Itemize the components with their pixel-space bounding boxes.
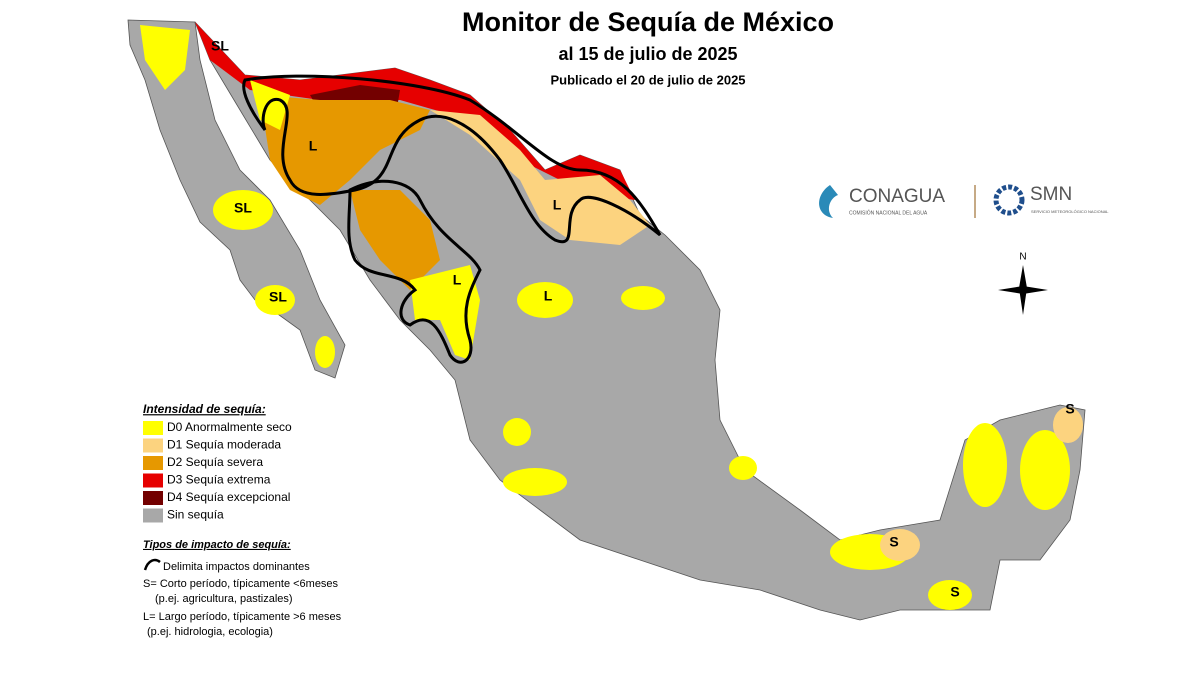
map-label: L <box>544 288 553 304</box>
impact-boundaries <box>242 74 662 364</box>
impact-long-example: (p.ej. hidrologia, ecologia) <box>147 626 273 638</box>
conagua-icon <box>819 185 838 218</box>
drought-area <box>315 336 335 368</box>
legend-title: Intensidad de sequía: <box>143 402 266 416</box>
drought-areas <box>140 22 1083 610</box>
impact-short-example: (p.ej. agricultura, pastizales) <box>155 593 293 605</box>
legend-swatch <box>143 491 163 505</box>
drought-area <box>410 265 480 360</box>
legend-label: D4 Sequía excepcional <box>167 490 290 504</box>
legend: Intensidad de sequía: D0 Anormalmente se… <box>143 402 292 523</box>
legend-swatch <box>143 421 163 435</box>
drought-area <box>928 580 972 610</box>
impact-title: Tipos de impacto de sequía: <box>143 539 291 551</box>
smn-subtitle: SERVICIO METEOROLÓGICO NACIONAL <box>1031 209 1109 214</box>
impact-legend: Tipos de impacto de sequía: Delimita imp… <box>143 539 342 638</box>
drought-area <box>963 423 1007 507</box>
drought-area <box>503 468 567 496</box>
logos: CONAGUA COMISIÓN NACIONAL DEL AGUA SMN S… <box>819 184 1109 218</box>
drought-area <box>517 282 573 318</box>
drought-area <box>260 95 430 205</box>
impact-boundary-label: Delimita impactos dominantes <box>163 561 310 573</box>
subtitle: al 15 de julio de 2025 <box>558 44 737 64</box>
legend-label: Sin sequía <box>167 508 224 522</box>
map-label: L <box>453 272 462 288</box>
map-label: S <box>1065 401 1074 417</box>
impact-long: L= Largo período, típicamente >6 meses <box>143 611 342 623</box>
compass-rose <box>998 265 1048 315</box>
drought-area <box>621 286 665 310</box>
legend-swatch <box>143 456 163 470</box>
compass: N <box>998 252 1048 315</box>
legend-label: D1 Sequía moderada <box>167 438 281 452</box>
map-label: S <box>889 534 898 550</box>
legend-label: D3 Sequía extrema <box>167 473 271 487</box>
title: Monitor de Sequía de México <box>462 7 834 37</box>
smn-logo: SMN <box>1030 184 1072 205</box>
smn-icon <box>993 184 1025 216</box>
drought-area <box>350 190 440 290</box>
drought-area <box>880 529 920 561</box>
legend-label: D0 Anormalmente seco <box>167 420 292 434</box>
map-label: SL <box>234 200 252 216</box>
legend-swatch <box>143 473 163 488</box>
drought-area <box>140 25 190 90</box>
map-label: L <box>553 197 562 213</box>
map-label: SL <box>211 38 229 54</box>
compass-north: N <box>1019 252 1026 263</box>
conagua-logo: CONAGUA <box>849 186 945 207</box>
drought-area <box>1020 430 1070 510</box>
drought-area <box>255 285 295 315</box>
impact-short: S= Corto período, típicamente <6meses <box>143 578 339 590</box>
drought-area <box>729 456 757 480</box>
map-labels: SL SL SL L L L L S S S <box>211 38 1075 600</box>
drought-area <box>1053 407 1083 443</box>
drought-area <box>195 22 635 200</box>
drought-area <box>503 418 531 446</box>
legend-label: D2 Sequía severa <box>167 455 263 469</box>
boundary-icon <box>143 558 161 571</box>
map-label: SL <box>269 289 287 305</box>
legend-swatch <box>143 508 163 523</box>
map-label: S <box>950 584 959 600</box>
drought-area <box>213 190 273 230</box>
drought-area <box>250 80 290 130</box>
impact-boundary <box>242 74 662 244</box>
published: Publicado el 20 de julio de 2025 <box>550 72 745 87</box>
impact-boundary <box>347 179 482 364</box>
map-label: L <box>309 138 318 154</box>
legend-swatch <box>143 438 163 453</box>
conagua-subtitle: COMISIÓN NACIONAL DEL AGUA <box>849 209 928 216</box>
